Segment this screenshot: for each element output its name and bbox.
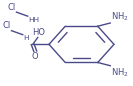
Text: Cl: Cl <box>8 3 16 12</box>
Text: NH$_2$: NH$_2$ <box>111 66 128 79</box>
Text: O: O <box>31 52 38 61</box>
Text: HH: HH <box>28 17 39 23</box>
Text: NH$_2$: NH$_2$ <box>111 10 128 23</box>
Text: HO: HO <box>32 28 45 37</box>
Text: H: H <box>23 35 29 41</box>
Text: Cl: Cl <box>3 21 11 30</box>
